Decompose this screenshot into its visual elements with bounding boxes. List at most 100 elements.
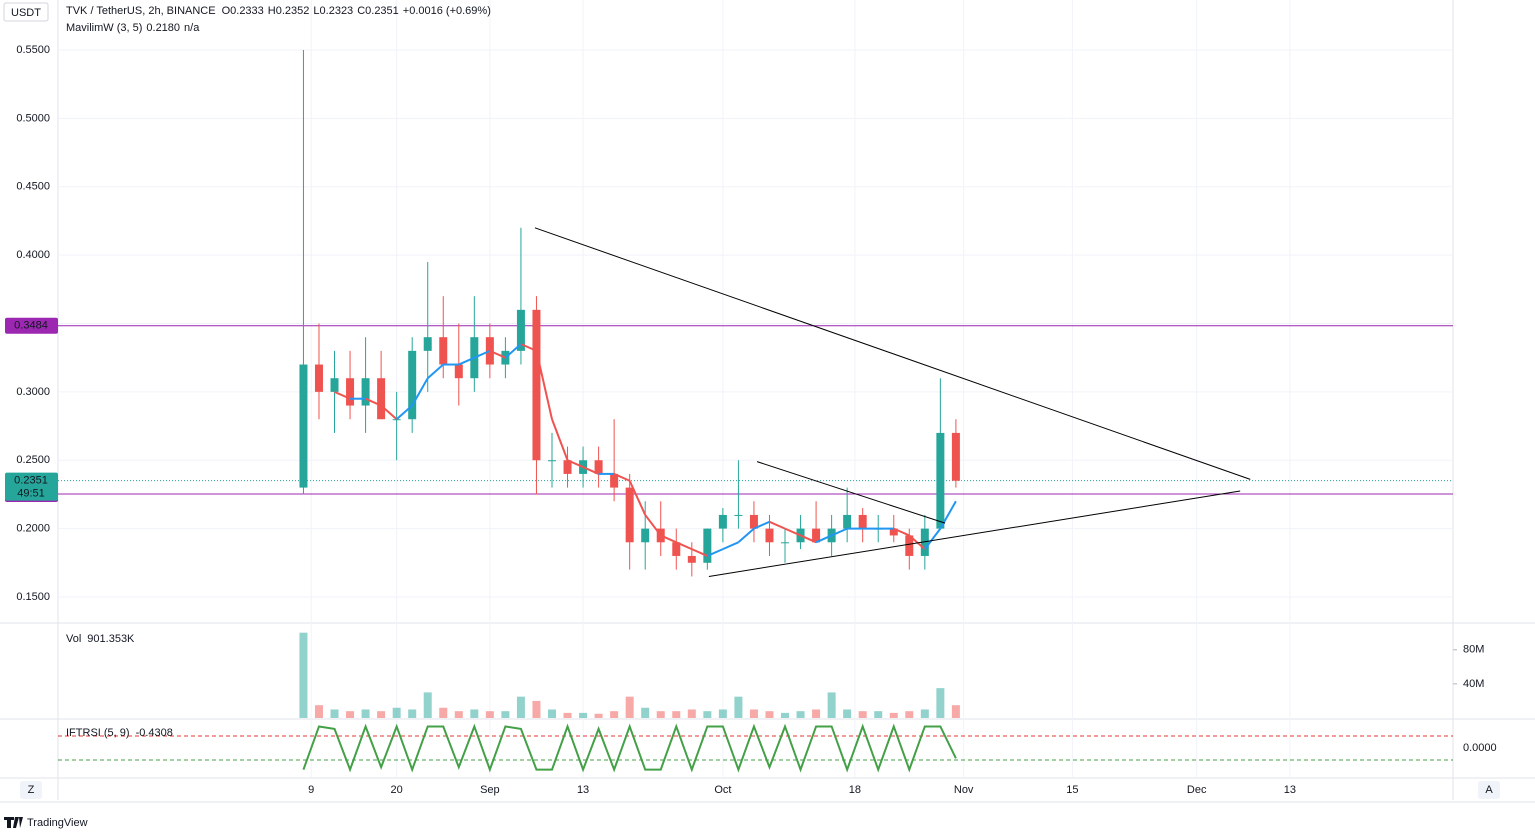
candle-body [687, 555, 696, 563]
countdown: 49:51 [17, 488, 45, 500]
y-tick-label: 0.2500 [16, 454, 50, 466]
volume-bar [874, 711, 883, 718]
ma-segment [706, 548, 724, 557]
currency-box[interactable] [3, 2, 49, 22]
ma-segment [334, 390, 351, 400]
volume-bar [889, 712, 898, 718]
candle-body [377, 378, 386, 420]
ohlc-key: C [357, 5, 365, 17]
x-tick-label: 18 [849, 784, 861, 796]
ma-segment [380, 404, 398, 420]
volume-bar [454, 711, 463, 718]
ma-segment [582, 466, 600, 475]
price-label-box [5, 317, 58, 334]
candle-body [392, 419, 401, 421]
x-tick-label: Oct [714, 784, 731, 796]
trendline [534, 227, 1251, 480]
candle-body [408, 350, 417, 420]
ma-segment [613, 473, 631, 482]
x-tick-label: 9 [308, 784, 314, 796]
trendline [708, 490, 1241, 577]
volume-bar [687, 709, 696, 718]
brand: TradingView [27, 817, 88, 829]
volume-value: 901.353K [87, 633, 135, 645]
zoom-button[interactable] [20, 781, 42, 799]
candle-body [749, 514, 758, 529]
ma-segment [628, 480, 647, 516]
volume-bar [625, 696, 634, 718]
ohlc-value: 0.2351 [365, 5, 399, 17]
volume-bar [905, 711, 914, 718]
ma-segment [831, 527, 848, 537]
ma-segment [769, 520, 786, 530]
volume-bar [423, 692, 432, 718]
volume-bar [485, 711, 494, 718]
ma-segment [489, 349, 506, 359]
ma-segment [644, 514, 662, 537]
volume-bar [672, 711, 681, 718]
price-label: 0.3484 [14, 320, 48, 332]
legend-title: TVK / TetherUS, 2h, BINANCE [66, 5, 216, 17]
ma-segment [939, 500, 957, 530]
candle-body [454, 364, 463, 379]
candle-body [532, 309, 541, 461]
ma-segment [567, 459, 584, 468]
volume-bar [392, 707, 401, 718]
volume-bar [749, 709, 758, 718]
oscillator-name: IFTRSI (5, 9) [66, 727, 130, 739]
ma-segment [737, 527, 755, 544]
ma-segment [908, 534, 926, 550]
last-price-box [5, 472, 58, 501]
candle-body [423, 337, 432, 351]
x-tick-label: 13 [1284, 784, 1296, 796]
candle-body [299, 364, 308, 488]
volume-tick-label: 80M [1463, 644, 1484, 656]
currency: USDT [11, 7, 41, 19]
x-tick-label: Sep [480, 784, 500, 796]
volume-bar [920, 709, 929, 718]
candle-body [703, 528, 712, 563]
ma-segment [784, 527, 801, 537]
candle-body [843, 514, 852, 529]
candle-body [951, 432, 960, 481]
candle-body [812, 528, 821, 543]
y-tick-label: 0.4000 [16, 249, 50, 261]
x-tick-label: 20 [391, 784, 403, 796]
candle-body [610, 473, 619, 488]
candle-body [625, 487, 634, 543]
oscillator-tick-label: 0.0000 [1463, 742, 1497, 754]
ma-segment [427, 363, 444, 379]
y-tick-label: 0.5000 [16, 112, 50, 124]
volume-bar [299, 632, 308, 718]
volume-bar [936, 688, 945, 718]
ma-segment [722, 541, 739, 551]
ohlc-key: L [313, 5, 319, 17]
ma-extra: n/a [184, 22, 200, 34]
ma-segment [675, 541, 693, 551]
ma-value: 0.2180 [146, 22, 180, 34]
ma-segment [535, 350, 553, 420]
ma-segment [473, 349, 491, 359]
candle-body [858, 514, 867, 529]
auto-button[interactable] [1478, 781, 1500, 799]
candle-body [594, 460, 603, 474]
ma-segment [395, 404, 413, 420]
ohlc-value: 0.2333 [230, 5, 264, 17]
volume-bar [563, 712, 572, 718]
volume-bar [501, 711, 510, 718]
candle-body [346, 378, 355, 406]
candle-body [765, 528, 774, 543]
volume-bar [734, 696, 743, 718]
candle-body [718, 514, 727, 529]
candle-body [936, 432, 945, 529]
ma-segment [691, 548, 708, 557]
oscillator-line [302, 723, 957, 773]
candle-body [361, 378, 370, 406]
candle-body [781, 542, 790, 544]
candle-body [672, 542, 681, 556]
volume-bar [796, 711, 805, 718]
volume-bar [439, 707, 448, 718]
zoom-label: Z [28, 784, 35, 796]
volume-bar [346, 711, 355, 718]
volume-bar [314, 705, 323, 718]
